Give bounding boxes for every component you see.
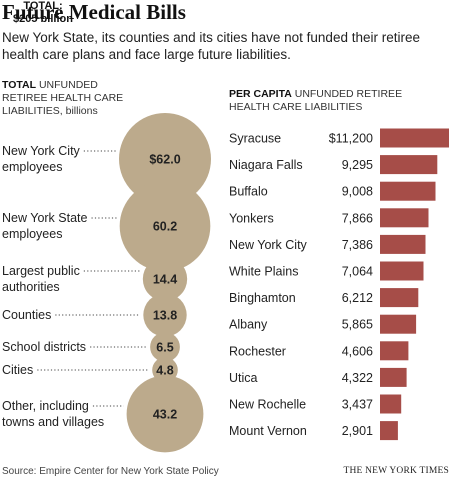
- bar-8: [380, 341, 409, 361]
- bubble-category-1-line-0: New York State: [2, 211, 88, 225]
- total-value: $205 billion: [13, 13, 73, 25]
- bar-4: [380, 234, 426, 254]
- bar-category-10: New Rochelle: [229, 398, 306, 412]
- bubble-2: [142, 256, 188, 302]
- bar-category-4: New York City: [229, 238, 308, 252]
- bubble-3: [143, 293, 187, 337]
- bar-11: [380, 421, 398, 441]
- bar-9: [380, 367, 407, 387]
- bubble-value-6: 43.2: [153, 408, 177, 422]
- bubble-category-0-line-1: employees: [2, 160, 62, 174]
- bar-category-1: Niagara Falls: [229, 158, 303, 172]
- bar-value-2: 9,008: [342, 185, 373, 199]
- bubble-category-5-line-0: Cities: [2, 363, 33, 377]
- bar-5: [380, 261, 424, 281]
- bar-category-2: Buffalo: [229, 185, 268, 199]
- bubble-0: [119, 113, 211, 205]
- bubble-6: [126, 375, 204, 453]
- bubble-1: [119, 180, 211, 272]
- bar-category-7: Albany: [229, 318, 268, 332]
- bar-category-6: Binghamton: [229, 291, 296, 305]
- bubble-category-0-line-0: New York City: [2, 144, 81, 158]
- bar-category-3: Yonkers: [229, 211, 274, 225]
- bar-value-3: 7,866: [342, 211, 373, 225]
- bar-value-5: 7,064: [342, 265, 373, 279]
- bubble-4: [150, 332, 180, 362]
- source-note: Source: Empire Center for New York State…: [2, 466, 219, 477]
- bubble-category-6-line-1: towns and villages: [2, 415, 104, 429]
- right-heading-bold: PER CAPITA: [229, 88, 292, 100]
- bar-value-9: 4,322: [342, 371, 373, 385]
- bubble-value-5: 4.8: [156, 364, 173, 378]
- bar-value-4: 7,386: [342, 238, 373, 252]
- bubble-value-0: $62.0: [149, 153, 180, 167]
- bar-7: [380, 314, 417, 334]
- bubble-value-1: 60.2: [153, 220, 177, 234]
- bar-category-5: White Plains: [229, 265, 298, 279]
- bubble-category-2-line-0: Largest public: [2, 264, 80, 278]
- bubble-category-3-line-0: Counties: [2, 308, 51, 322]
- bar-value-6: 6,212: [342, 291, 373, 305]
- bar-value-8: 4,606: [342, 344, 373, 358]
- bubble-category-6-line-0: Other, including: [2, 399, 89, 413]
- left-heading-bold: TOTAL: [2, 79, 37, 91]
- chart-title: Future Medical Bills: [2, 0, 186, 24]
- chart-subtitle: New York State, its counties and its cit…: [2, 30, 420, 62]
- bar-2: [380, 181, 436, 201]
- credit-line: THE NEW YORK TIMES: [343, 466, 449, 476]
- right-heading-rest: UNFUNDED RETIREE HEALTH CARE LIABILITIES: [229, 88, 403, 113]
- bar-value-0: $11,200: [329, 132, 373, 146]
- bubble-value-2: 14.4: [153, 273, 177, 287]
- bar-value-11: 2,901: [342, 424, 373, 438]
- bar-value-10: 3,437: [342, 398, 373, 412]
- bar-0: [380, 128, 449, 148]
- left-panel-heading: TOTAL UNFUNDED RETIREE HEALTH CARE LIABI…: [2, 79, 132, 118]
- bar-value-1: 9,295: [342, 158, 373, 172]
- left-heading-rest: UNFUNDED RETIREE HEALTH CARE LIABILITIES…: [2, 79, 124, 117]
- bar-category-11: Mount Vernon: [229, 424, 307, 438]
- bubble-value-3: 13.8: [153, 309, 177, 323]
- bar-3: [380, 208, 429, 228]
- right-panel-heading: PER CAPITA UNFUNDED RETIREE HEALTH CARE …: [229, 88, 429, 114]
- bubble-category-2-line-1: authorities: [2, 280, 60, 294]
- total-label: TOTAL:: [23, 0, 63, 12]
- total-heading: TOTAL: $205 billion: [0, 0, 86, 26]
- bar-category-8: Rochester: [229, 344, 286, 358]
- bar-category-0: Syracuse: [229, 132, 281, 146]
- bubble-value-4: 6.5: [156, 341, 173, 355]
- bar-category-9: Utica: [229, 371, 258, 385]
- bubble-category-4-line-0: School districts: [2, 340, 86, 354]
- bar-10: [380, 394, 402, 414]
- bubble-category-1-line-1: employees: [2, 227, 62, 241]
- bar-6: [380, 288, 419, 308]
- bar-1: [380, 155, 438, 175]
- bar-value-7: 5,865: [342, 318, 373, 332]
